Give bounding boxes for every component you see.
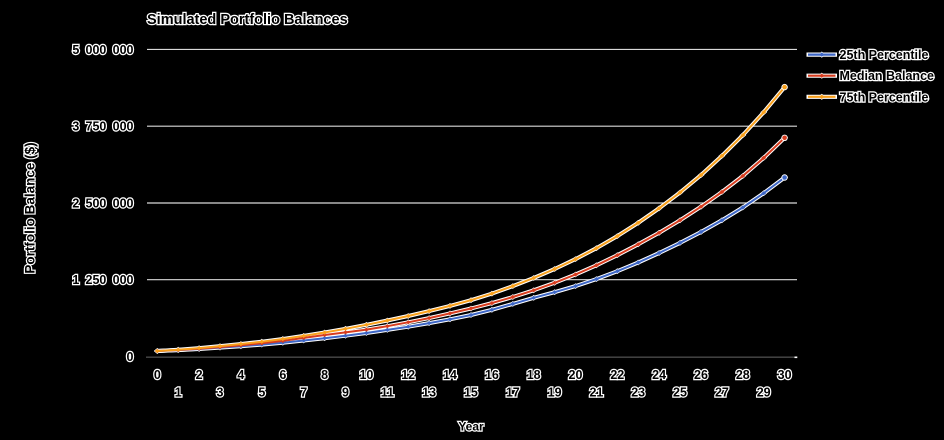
svg-text:4: 4 — [237, 368, 244, 382]
svg-text:28: 28 — [736, 368, 750, 382]
svg-text:5: 5 — [258, 385, 265, 399]
svg-text:1: 1 — [175, 385, 182, 399]
svg-text:75th Percentile: 75th Percentile — [840, 90, 929, 104]
svg-text:27: 27 — [715, 385, 729, 399]
svg-text:3: 3 — [217, 385, 224, 399]
svg-text:9: 9 — [342, 385, 349, 399]
svg-text:15: 15 — [464, 385, 478, 399]
svg-text:5 000 000: 5 000 000 — [72, 43, 133, 57]
svg-text:20: 20 — [569, 368, 583, 382]
svg-text:25: 25 — [673, 385, 687, 399]
svg-text:Median Balance: Median Balance — [840, 69, 935, 83]
svg-text:1 250 000: 1 250 000 — [72, 273, 133, 287]
svg-text:18: 18 — [527, 368, 541, 382]
svg-text:25th Percentile: 25th Percentile — [840, 48, 929, 62]
svg-text:29: 29 — [757, 385, 771, 399]
svg-text:22: 22 — [610, 368, 624, 382]
svg-text:0: 0 — [127, 350, 134, 364]
svg-text:17: 17 — [506, 385, 520, 399]
svg-text:3 750 000: 3 750 000 — [72, 120, 133, 134]
svg-text:13: 13 — [422, 385, 436, 399]
svg-text:7: 7 — [300, 385, 307, 399]
svg-text:24: 24 — [652, 368, 666, 382]
svg-text:2: 2 — [196, 368, 203, 382]
svg-text:23: 23 — [631, 385, 645, 399]
svg-text:11: 11 — [381, 385, 394, 399]
svg-text:30: 30 — [778, 368, 792, 382]
svg-text:2 500 000: 2 500 000 — [72, 196, 133, 210]
svg-text:14: 14 — [443, 368, 457, 382]
svg-text:Simulated Portfolio Balances: Simulated Portfolio Balances — [147, 12, 348, 28]
svg-text:19: 19 — [548, 385, 562, 399]
svg-text:16: 16 — [485, 368, 499, 382]
svg-text:21: 21 — [589, 385, 603, 399]
svg-text:Portfolio Balance ($): Portfolio Balance ($) — [23, 142, 38, 273]
svg-text:26: 26 — [694, 368, 708, 382]
svg-text:10: 10 — [359, 368, 373, 382]
svg-text:12: 12 — [401, 368, 415, 382]
svg-text:Year: Year — [458, 420, 484, 434]
svg-text:8: 8 — [321, 368, 328, 382]
svg-text:6: 6 — [279, 368, 286, 382]
svg-text:0: 0 — [154, 368, 161, 382]
